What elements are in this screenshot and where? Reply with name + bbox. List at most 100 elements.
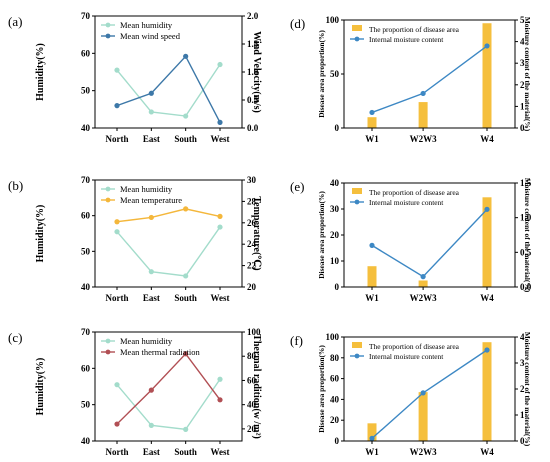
y2-tick-label: 1.5: [247, 39, 259, 49]
y-tick-label: 50: [81, 86, 91, 96]
x-tick-label: North: [106, 293, 129, 303]
legend-label: Mean thermal radiation: [120, 347, 201, 357]
y-tick-label: 60: [81, 363, 91, 373]
y-axis-title: Humidity(%): [35, 43, 46, 101]
panel-label: (a): [8, 14, 22, 29]
series-line-a-1: [116, 55, 221, 123]
point-c-1-3: [217, 397, 223, 403]
point-a-0-0: [114, 67, 120, 73]
chart-d: (d) 0 50 100 0 1 2 3 4 5 W1 W2W3 W4 Disease area prop…: [290, 15, 532, 144]
y-tick-label: 50: [81, 246, 91, 256]
bar-f-w2w3: [418, 392, 428, 441]
legend-label: Internal moisture content: [369, 352, 444, 361]
point-f-1-0: [369, 435, 375, 441]
x-tick-label: East: [143, 134, 160, 144]
series-line-d-1: [371, 45, 488, 114]
bar-e-w2w3: [418, 280, 428, 287]
y-tick-label: 40: [330, 394, 340, 404]
legend-label: Internal moisture content: [369, 35, 444, 44]
x-tick-label: W4: [480, 134, 494, 144]
x-tick-label: West: [211, 134, 230, 144]
y-axis-title: Disease area proportion(%): [317, 30, 326, 118]
legend-label: Mean humidity: [120, 336, 173, 346]
point-a-0-2: [183, 113, 189, 119]
point-b-0-2: [183, 273, 189, 279]
chart-f: (f) 0 20 40 60 80 100 0 1 2 3 4 W1 W2W3 W4 Disease area…: [290, 332, 532, 457]
point-a-1-2: [183, 53, 189, 59]
point-c-0-0: [114, 382, 120, 388]
point-d-1-1: [420, 90, 426, 97]
legend-marker: [105, 33, 111, 39]
point-a-1-3: [217, 119, 223, 125]
panel-label: (b): [8, 178, 23, 193]
point-b-1-3: [217, 213, 223, 219]
chart-c: (c) 40 50 60 70 20 40 60 80 100 North East South West…: [8, 327, 262, 457]
point-b-1-0: [114, 219, 120, 225]
y2-tick-label: 4: [520, 37, 525, 47]
x-tick-label: West: [211, 447, 230, 457]
point-d-1-0: [369, 109, 375, 116]
y2-tick-label: 22: [247, 261, 257, 271]
y-axis-title: Disease area proportion(%): [317, 191, 326, 279]
chart-a: (a) 40 50 60 70 0.0 0.5 1.0 1.5 2.0 North East South…: [8, 11, 262, 144]
y-tick-label: 40: [81, 436, 91, 446]
y2-tick-label: 1.0: [247, 67, 259, 77]
y2-tick-label: 20: [247, 424, 257, 434]
point-c-1-0: [114, 421, 120, 427]
y-tick-label: 0: [335, 282, 340, 292]
y2-tick-label: 0: [520, 123, 525, 133]
y2-tick-label: 5: [520, 15, 525, 25]
x-tick-label: West: [211, 293, 230, 303]
y-tick-label: 70: [81, 11, 91, 21]
point-c-1-2: [183, 351, 189, 357]
y-tick-label: 20: [330, 415, 340, 425]
legend-marker: [105, 338, 111, 344]
point-a-1-0: [114, 103, 120, 109]
bar-d-w2w3: [418, 102, 428, 128]
x-tick-label: East: [143, 293, 160, 303]
y2-tick-label: 28: [247, 196, 257, 206]
y2-tick-label: 0: [520, 436, 525, 446]
x-tick-label: W1: [365, 447, 379, 457]
point-c-0-3: [217, 376, 223, 382]
point-b-0-0: [114, 229, 120, 235]
y-tick-label: 80: [330, 353, 340, 363]
y2-tick-label: 0.5: [247, 95, 259, 105]
y2-tick-label: 1: [520, 101, 525, 111]
y2-tick-label: 100: [247, 327, 261, 337]
panel-label: (f): [290, 333, 303, 348]
legend-label: The proportion of disease area: [369, 342, 460, 351]
x-tick-label: W2W3: [410, 293, 438, 303]
bar-d-w1: [367, 117, 377, 128]
legend-label: Mean humidity: [120, 20, 173, 30]
legend-marker: [354, 353, 360, 359]
y-tick-label: 40: [81, 282, 91, 292]
y2-tick-label: 60: [247, 375, 257, 385]
x-tick-label: W4: [480, 447, 494, 457]
series-line-b-1: [116, 208, 221, 223]
y-tick-label: 30: [330, 204, 340, 214]
legend-marker: [105, 186, 111, 192]
point-a-0-1: [148, 109, 154, 115]
x-tick-label: North: [106, 134, 129, 144]
chart-e: (e) 0 10 20 30 40 0.0 0.5 1.0 1.5 W1 W2W3 W4 Disease …: [290, 178, 532, 303]
x-tick-label: W1: [365, 134, 379, 144]
y2-tick-label: 3: [520, 58, 525, 68]
legend-marker: [105, 197, 111, 203]
legend-marker: [105, 22, 111, 28]
series-line-a-0: [116, 64, 221, 117]
y-axis-title: Humidity(%): [35, 358, 46, 416]
point-e-1-1: [420, 274, 426, 280]
y-tick-label: 50: [330, 69, 340, 79]
legend-label: Mean temperature: [120, 195, 182, 205]
y-tick-label: 70: [81, 175, 91, 185]
x-tick-label: East: [143, 447, 160, 457]
legend-label: The proportion of disease area: [369, 25, 460, 34]
point-e-1-2: [484, 206, 490, 212]
legend-label: Mean wind speed: [120, 31, 181, 41]
y-tick-label: 100: [326, 332, 340, 342]
x-tick-label: W1: [365, 293, 379, 303]
point-b-0-1: [148, 269, 154, 275]
y2-tick-label: 0.0: [520, 282, 532, 292]
point-b-1-2: [183, 206, 189, 212]
